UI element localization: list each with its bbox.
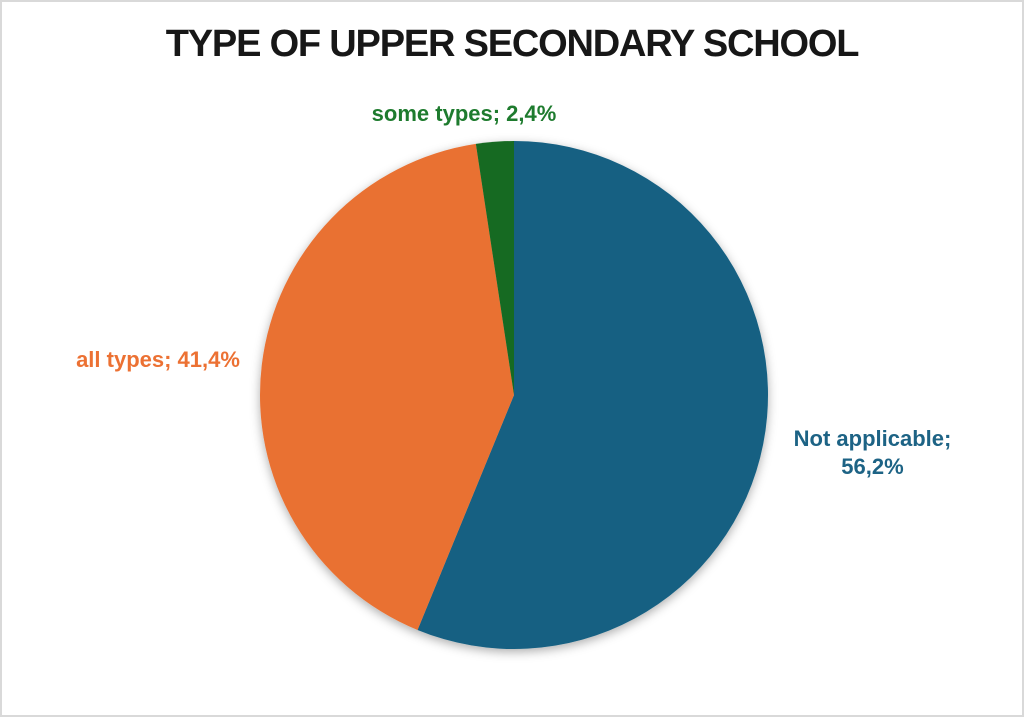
chart-title: TYPE OF UPPER SECONDARY SCHOOL xyxy=(165,23,860,65)
pie-slice-all-types xyxy=(259,143,514,630)
pie-slices-group xyxy=(259,141,769,649)
slice-label-all-types: all types; 41,4% xyxy=(76,347,240,372)
pie-slice-some-types xyxy=(475,141,514,395)
pie-slice-not-applicable xyxy=(417,141,769,649)
slice-label-not-applicable: Not applicable; 56,2% xyxy=(793,426,952,479)
slice-label-some-types: some types; 2,4% xyxy=(371,101,557,126)
